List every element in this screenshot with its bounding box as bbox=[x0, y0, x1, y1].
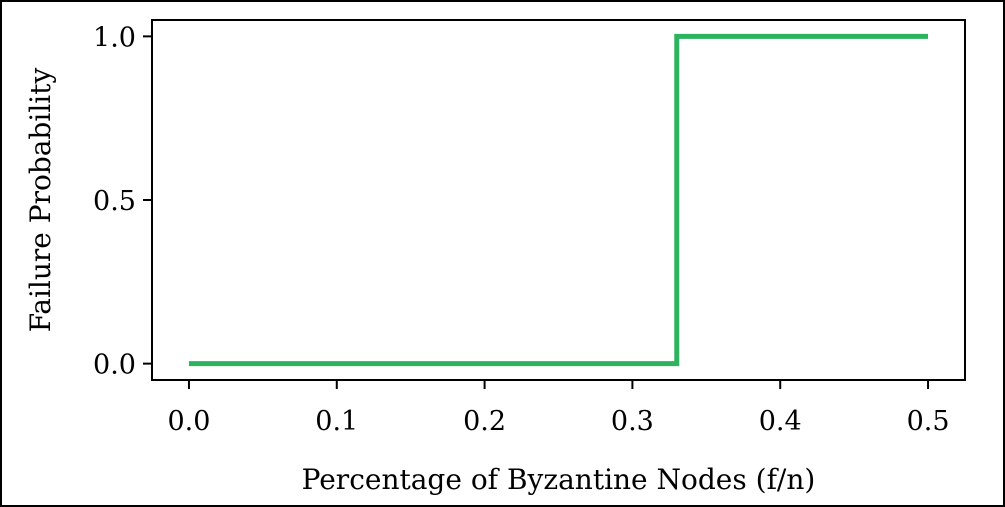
series-group bbox=[188, 33, 929, 367]
x-tick-label: 0.1 bbox=[315, 406, 358, 437]
y-tick-label: 1.0 bbox=[93, 22, 136, 53]
y-axis-ticks: 0.0 0.5 1.0 bbox=[93, 22, 152, 381]
y-axis-label: Failure Probability bbox=[24, 68, 57, 333]
x-tick-label: 0.2 bbox=[463, 406, 506, 437]
x-tick-label: 0.3 bbox=[611, 406, 654, 437]
x-tick-label: 0.5 bbox=[907, 406, 950, 437]
y-tick-label: 0.5 bbox=[93, 186, 136, 217]
y-tick-label: 0.0 bbox=[93, 350, 136, 381]
x-axis-ticks: 0.0 0.1 0.2 0.3 0.4 0.5 bbox=[167, 380, 950, 437]
x-tick-label: 0.0 bbox=[167, 406, 210, 437]
plot-area-frame bbox=[151, 19, 966, 381]
x-tick-label: 0.4 bbox=[759, 406, 802, 437]
x-axis-label: Percentage of Byzantine Nodes (f/n) bbox=[302, 463, 816, 496]
series-line bbox=[188, 33, 929, 367]
